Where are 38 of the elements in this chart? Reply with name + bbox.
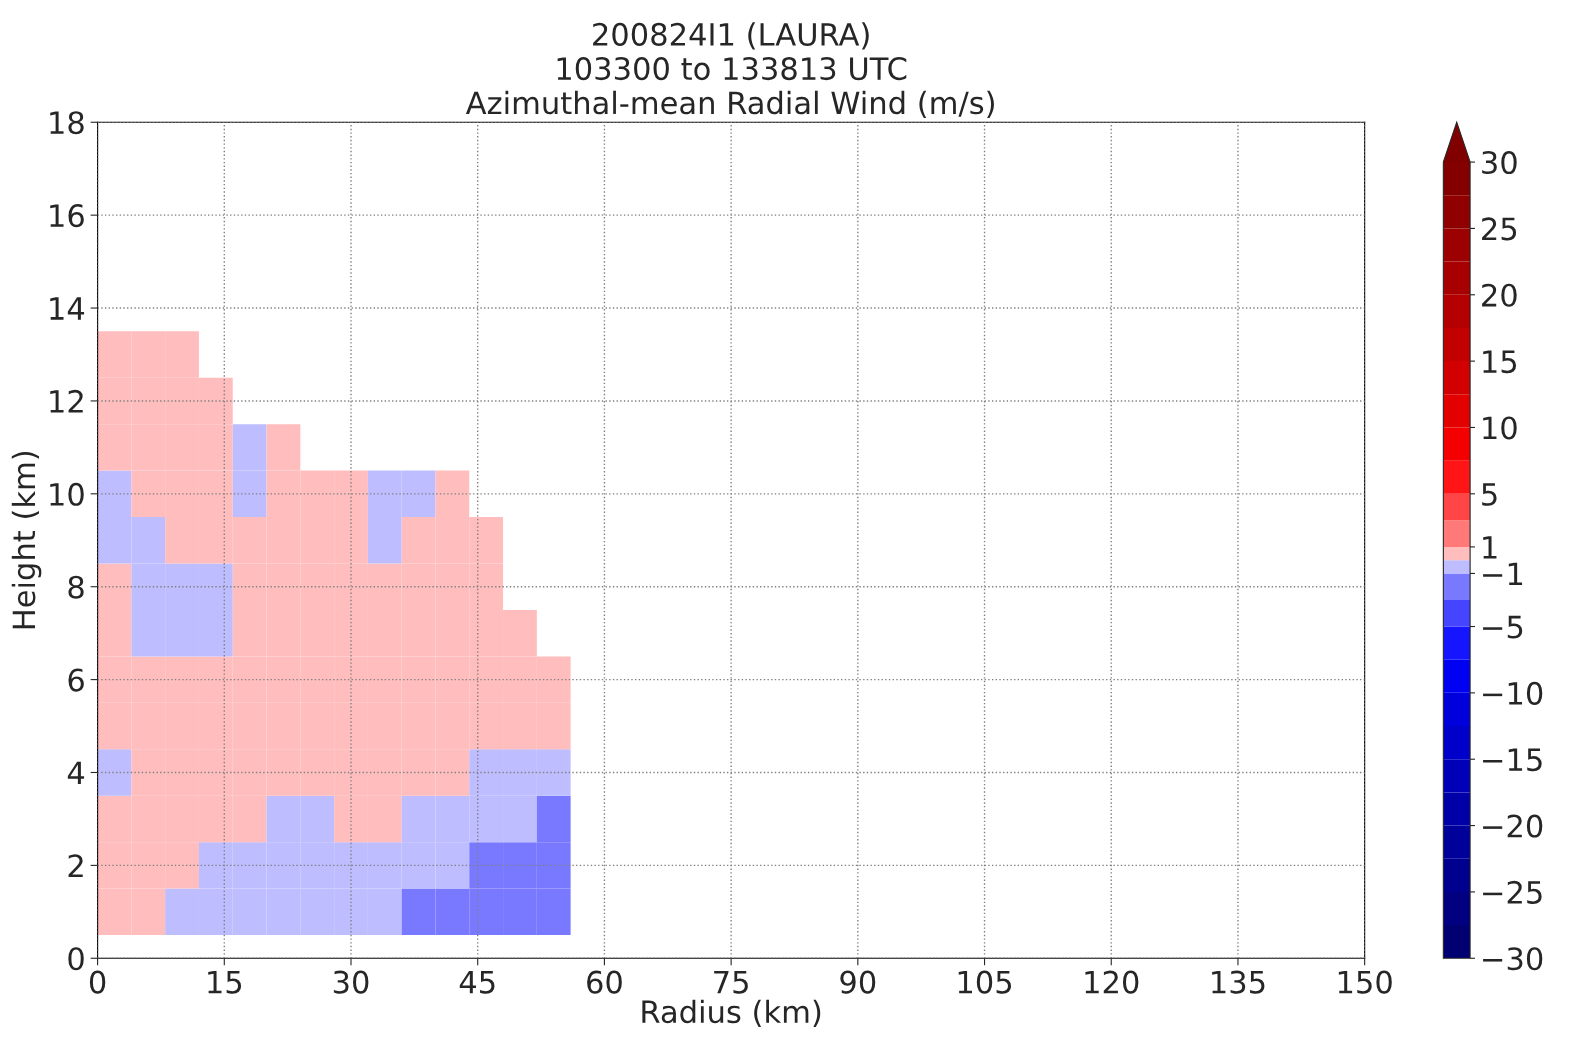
y-tick-label: 14 [50,297,85,320]
color-bar-label: −30 [1483,947,1543,971]
y-tick-label: 4 [67,761,85,785]
y-tick-label: 2 [68,854,83,877]
x-tick-label: 90 [840,970,876,994]
x-axis-title: Radius (km) [642,999,821,1027]
chart-title: 200824I1 (LAURA) 103300 to 133813 UTC Azimuthal-mean Radial Wind (m/s) [465,22,994,118]
color-bar-label: 25 [1482,217,1517,241]
color-bar-label: −10 [1483,681,1543,705]
color-bar-label: 10 [1483,416,1517,440]
x-tick-label: 45 [459,971,495,994]
color-bar-label: 30 [1482,151,1517,175]
x-tick-label: 15 [208,971,242,994]
x-tick-label: 0 [89,970,106,994]
color-bar-label: −20 [1483,814,1543,838]
x-tick-label: 75 [714,971,748,994]
x-tick-label: 60 [587,970,622,994]
y-tick-label: 18 [50,111,84,135]
y-axis-title: Height (km) [11,451,42,629]
x-tick-label: 150 [1338,970,1392,994]
x-tick-label: 120 [1085,970,1139,994]
y-tick-label: 12 [50,389,83,413]
y-tick-label: 6 [68,668,84,692]
x-tick-label: 135 [1212,970,1265,994]
y-tick-label: 10 [50,482,84,506]
x-tick-label: 30 [333,970,369,994]
color-bar-label: 15 [1483,350,1517,374]
color-bar-label: −25 [1483,880,1542,904]
y-tick-label: 8 [68,575,84,599]
y-tick-label: 0 [68,947,84,971]
color-bar-label: −1 [1483,562,1523,586]
color-bar-label: −5 [1483,615,1523,639]
color-bar-label: 20 [1482,283,1517,307]
x-tick-label: 105 [958,970,1012,994]
y-tick-label: 16 [50,204,84,228]
color-bar-label: −15 [1483,748,1542,772]
color-bar-label: 1 [1483,536,1497,559]
color-bar-label: 5 [1482,483,1497,506]
